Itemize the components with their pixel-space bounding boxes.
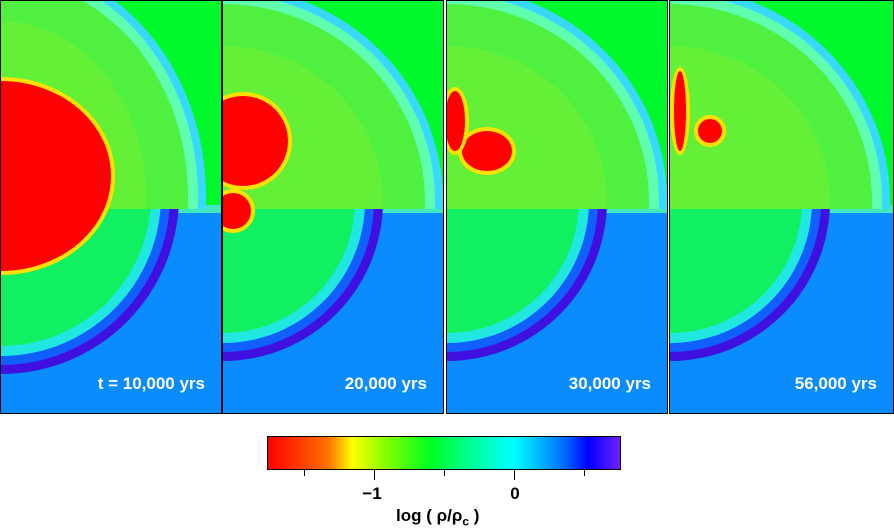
colorbar-tick-label: 0	[510, 484, 520, 503]
panel-time-label: 56,000 yrs	[794, 374, 877, 393]
simulation-panel: 30,000 yrs	[446, 0, 668, 414]
simulation-panel: 56,000 yrs	[669, 0, 894, 414]
dense-clump	[462, 131, 512, 171]
colorbar-title-end: )	[469, 506, 480, 525]
colorbar-major-tick	[374, 470, 375, 480]
dense-clump	[223, 193, 251, 229]
colorbar-minor-tick	[304, 470, 305, 476]
dense-clump	[674, 71, 686, 151]
colorbar-minor-tick	[584, 470, 585, 476]
dense-clump	[1, 81, 111, 271]
upper-shell	[670, 1, 890, 209]
panel-time-label: t = 10,000 yrs	[97, 374, 205, 393]
lower-shell	[447, 209, 607, 361]
dense-clump	[223, 96, 288, 186]
simulation-panel: 20,000 yrs	[222, 0, 444, 414]
panel-time-label: 20,000 yrs	[344, 374, 427, 393]
dense-clump	[698, 119, 722, 143]
lower-shell	[670, 209, 830, 361]
colorbar-title-text: log ( ρ/ρ	[396, 506, 463, 525]
simulation-panel: t = 10,000 yrs	[0, 0, 222, 414]
colorbar-tick-label: −1	[362, 484, 382, 503]
panel-time-label: 30,000 yrs	[568, 374, 651, 393]
colorbar	[267, 436, 621, 470]
colorbar-minor-tick	[444, 470, 445, 476]
colorbar-title: log ( ρ/ρc )	[396, 506, 479, 528]
lower-shell	[223, 209, 383, 361]
dense-clump	[447, 91, 465, 151]
colorbar-title-subscript: c	[462, 514, 470, 528]
colorbar-major-tick	[514, 470, 515, 480]
